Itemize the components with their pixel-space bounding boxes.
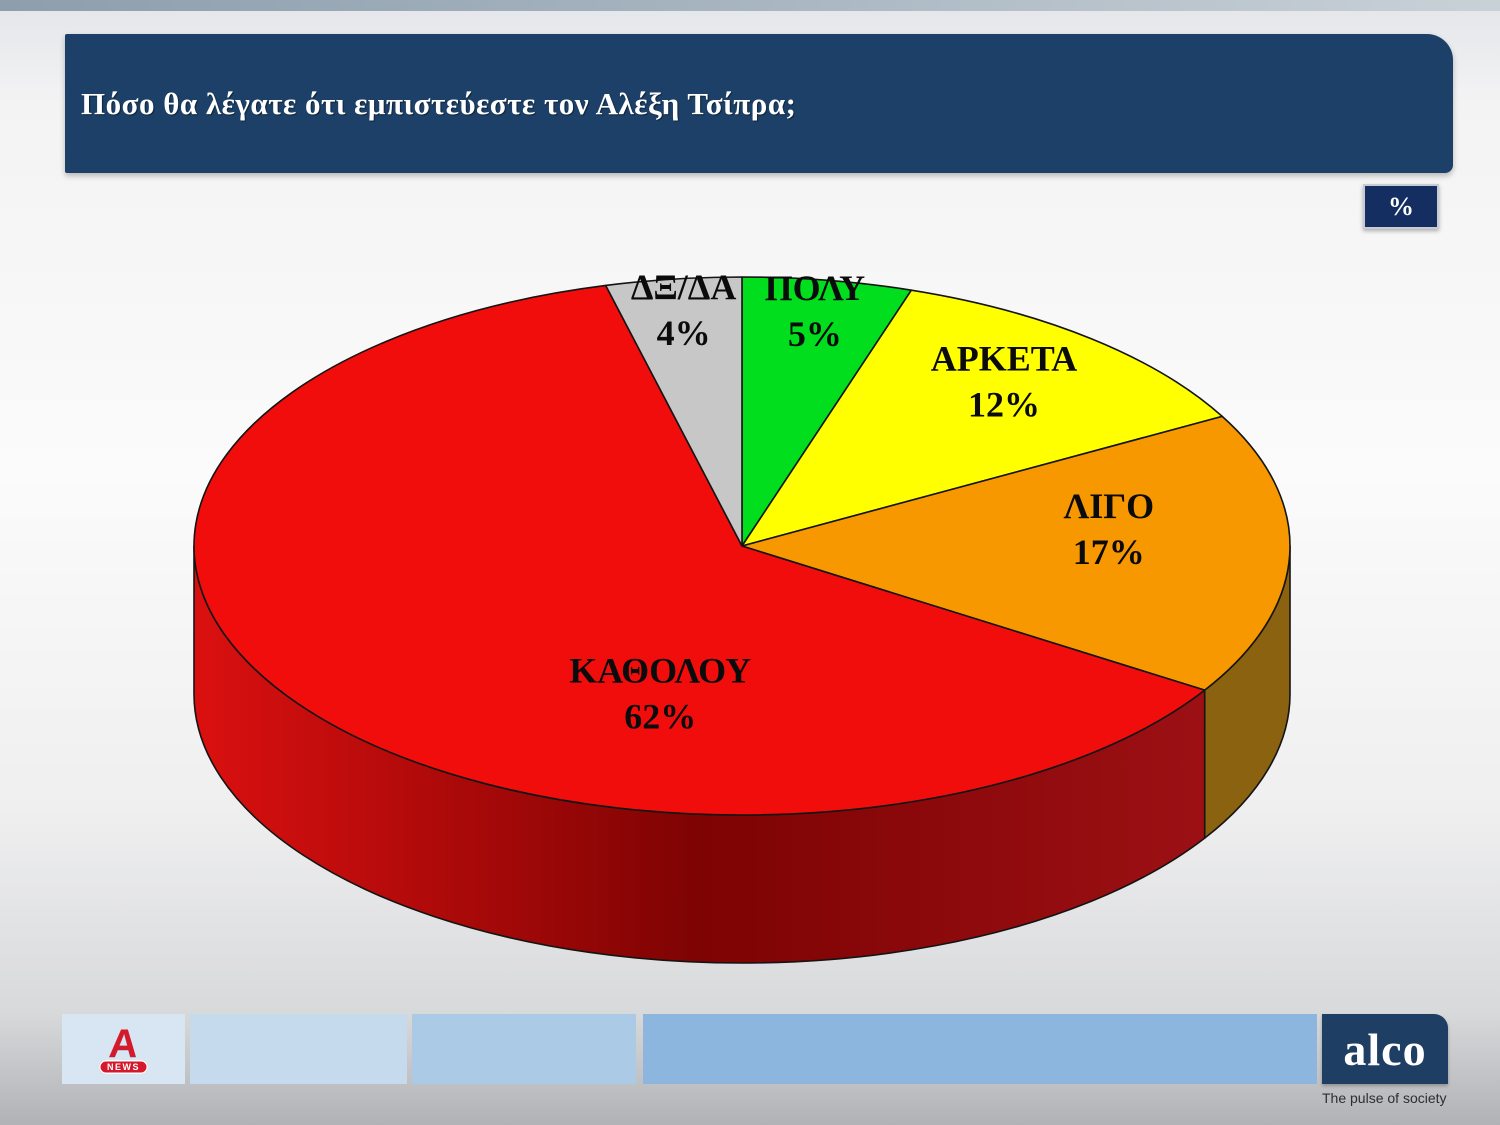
pie-slice-2: [741, 415, 1291, 691]
percent-unit-badge: %: [1363, 184, 1439, 229]
pie-slice-3: [193, 284, 1206, 816]
footer-segment-alpha: A NEWS: [62, 1014, 185, 1084]
footer-segment: [643, 1014, 1317, 1084]
pie-slice-label-1: ΑΡΚΕΤΑ: [931, 339, 1078, 379]
pie-slice-label-4: ΔΞ/ΔΑ: [631, 267, 737, 307]
alpha-letter: A: [107, 1022, 140, 1066]
percent-unit-label: %: [1388, 191, 1414, 221]
pie-slice-value-4: 4%: [657, 313, 711, 353]
alpha-news-badge: NEWS: [99, 1060, 148, 1074]
footer-segment: [412, 1014, 636, 1084]
alpha-news-logo: A NEWS: [99, 1022, 148, 1074]
pie-slice-4: [604, 276, 743, 547]
pie-slice-value-2: 17%: [1073, 532, 1145, 572]
footer-segment: [190, 1014, 407, 1084]
pie-slice-label-3: ΚΑΘΟΛΟΥ: [569, 650, 751, 690]
footer-bar: A NEWS alco: [62, 1014, 1448, 1084]
alco-logo: alco: [1322, 1014, 1448, 1084]
slide-title: Πόσο θα λέγατε ότι εμπιστεύεστε τον Αλέξ…: [81, 85, 797, 121]
header-bar: Πόσο θα λέγατε ότι εμπιστεύεστε τον Αλέξ…: [65, 34, 1453, 173]
top-accent-strip: [0, 0, 1500, 11]
pie-slice-0: [741, 276, 913, 547]
pie-slice-value-3: 62%: [624, 696, 696, 736]
pie-slice-value-0: 5%: [788, 314, 842, 354]
pie-slice-label-2: ΛΙΓΟ: [1063, 486, 1154, 526]
alco-tagline: The pulse of society: [1322, 1090, 1447, 1106]
pie-slice-value-1: 12%: [968, 385, 1040, 425]
pie-slice-label-0: ΠΟΛΥ: [765, 268, 866, 308]
alco-wordmark: alco: [1343, 1023, 1427, 1075]
pie-slice-1: [741, 289, 1224, 547]
